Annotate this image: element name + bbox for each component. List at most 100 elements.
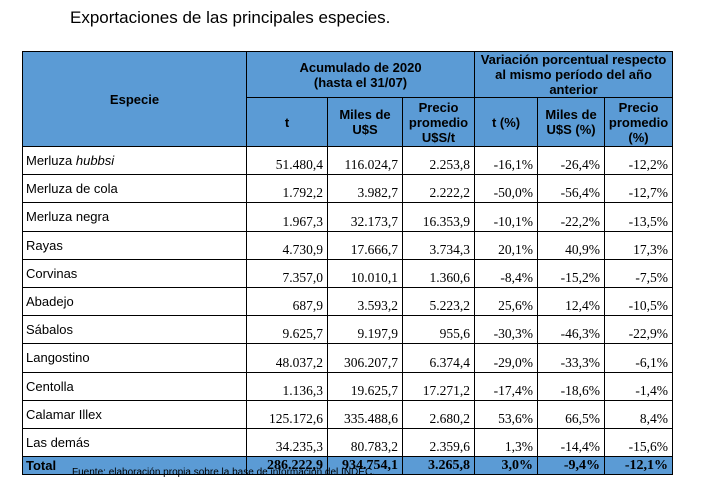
especie-cell: Centolla <box>22 371 247 401</box>
cell-precio: 2.253,8 <box>401 145 476 176</box>
table-row: Rayas 4.730,9 17.666,7 3.734,3 20,1% 40,9% 17,… <box>22 230 674 260</box>
table-row: Abadejo 687,9 3.593,2 5.223,2 25,6% 12,4% -10,… <box>22 286 674 317</box>
page-title: Exportaciones de las principales especie… <box>70 8 391 27</box>
cell-precio: 1.360,6 <box>401 258 476 288</box>
cell-t: 1.136,3 <box>246 371 328 401</box>
especie-label: Corvinas <box>26 265 78 281</box>
cell-precio: 16.353,9 <box>401 202 476 232</box>
cell-precio-pct: -12,7% <box>604 174 674 204</box>
cell-precio-pct: -12,1% <box>604 456 674 476</box>
cell-precio-pct: -1,4% <box>604 371 674 401</box>
especie-cell: Langostino <box>22 343 247 373</box>
cell-t: 48.037,2 <box>246 343 328 373</box>
cell-t: 4.730,9 <box>246 230 328 260</box>
cell-miles-pct: 40,9% <box>537 230 606 260</box>
cell-miles: 3.593,2 <box>327 286 403 317</box>
cell-miles: 17.666,7 <box>327 230 403 260</box>
cell-miles-pct: -15,2% <box>537 258 606 288</box>
cell-precio-pct: 17,3% <box>604 230 674 260</box>
cell-precio-pct: -15,6% <box>604 427 674 458</box>
especie-italic-label: hubbsi <box>75 153 115 169</box>
cell-precio-pct: -10,5% <box>604 286 674 317</box>
especie-label: Centolla <box>26 378 74 394</box>
header-precio: Precio promedio U$S/t <box>401 97 476 147</box>
cell-t: 34.235,3 <box>246 427 328 458</box>
table-row: Las demás 34.235,3 80.783,2 2.359,6 1,3% -14,… <box>22 427 674 458</box>
cell-t-pct: 1,3% <box>474 427 539 458</box>
header-miles-pct: Miles de U$S (%) <box>537 97 606 147</box>
cell-precio-pct: -12,2% <box>604 145 674 176</box>
cell-precio: 6.374,4 <box>401 343 476 373</box>
especie-label: Merluza <box>26 153 76 169</box>
header-acumulado: Acumulado de 2020 (hasta el 31/07) <box>245 51 476 98</box>
source-note: Fuente: elaboración propia sobre la base… <box>72 467 375 478</box>
cell-miles-pct: -22,2% <box>537 202 606 232</box>
table-row: Centolla 1.136,3 19.625,7 17.271,2 -17,4% -18… <box>22 371 674 401</box>
cell-miles: 32.173,7 <box>327 202 403 232</box>
cell-t-pct: -50,0% <box>474 174 539 204</box>
cell-miles: 934.754,1 <box>327 456 403 476</box>
cell-t-pct: 20,1% <box>474 230 539 260</box>
exports-table: Especie Acumulado de 2020 (hasta el 31/0… <box>22 51 674 476</box>
header-variacion: Variación porcentual respecto al mismo p… <box>474 51 674 98</box>
cell-t: 125.172,6 <box>246 399 328 429</box>
cell-t-pct: 53,6% <box>474 399 539 429</box>
header-miles: Miles de U$S <box>327 97 403 147</box>
cell-miles: 335.488,6 <box>327 399 403 429</box>
especie-cell: Total <box>22 456 247 476</box>
cell-t-pct: -10,1% <box>474 202 539 232</box>
cell-miles-pct: -33,3% <box>537 343 606 373</box>
cell-precio-pct: -6,1% <box>604 343 674 373</box>
cell-miles-pct: -26,4% <box>537 145 606 176</box>
cell-miles-pct: -18,6% <box>537 371 606 401</box>
cell-t-pct: -8,4% <box>474 258 539 288</box>
cell-precio: 17.271,2 <box>401 371 476 401</box>
especie-cell: Abadejo <box>22 286 247 317</box>
cell-t-pct: 3,0% <box>474 456 539 476</box>
table-row: Merluza negra 1.967,3 32.173,7 16.353,9 -10,… <box>22 202 674 232</box>
especie-label: Langostino <box>26 350 90 366</box>
header-especie: Especie <box>22 51 247 147</box>
cell-t-pct: -17,4% <box>474 371 539 401</box>
cell-miles: 9.197,9 <box>327 315 403 345</box>
cell-t: 1.967,3 <box>246 202 328 232</box>
cell-miles: 19.625,7 <box>327 371 403 401</box>
table-row: Calamar Illex 125.172,6 335.488,6 2.680,2 53… <box>22 399 674 429</box>
cell-precio-pct: -13,5% <box>604 202 674 232</box>
cell-precio: 3.265,8 <box>401 456 476 476</box>
cell-precio: 5.223,2 <box>401 286 476 317</box>
cell-miles-pct: -56,4% <box>537 174 606 204</box>
cell-t-pct: -29,0% <box>474 343 539 373</box>
cell-t: 687,9 <box>246 286 328 317</box>
especie-cell: Calamar Illex <box>22 399 247 429</box>
cell-miles: 10.010,1 <box>327 258 403 288</box>
table-row: Sábalos 9.625,7 9.197,9 955,6 -30,3% -46,3% -2… <box>22 315 674 345</box>
cell-t: 9.625,7 <box>246 315 328 345</box>
cell-miles: 3.982,7 <box>327 174 403 204</box>
especie-cell: Merluza hubbsi <box>22 145 247 176</box>
table-row: Merluza hubbsi 51.480,4 116.024,7 2.253,8 -1… <box>22 145 674 176</box>
cell-t-pct: -30,3% <box>474 315 539 345</box>
table-row: Langostino 48.037,2 306.207,7 6.374,4 -29,0%… <box>22 343 674 373</box>
header-precio-pct: Precio promedio (%) <box>604 97 674 147</box>
especie-cell: Sábalos <box>22 315 247 345</box>
total-row: Total 286.222,9 934.754,1 3.265,8 3,0% -9,4% -… <box>22 456 674 476</box>
cell-precio: 955,6 <box>401 315 476 345</box>
header-t: t <box>246 97 328 147</box>
cell-miles-pct: 66,5% <box>537 399 606 429</box>
cell-t: 286.222,9 <box>246 456 328 476</box>
especie-cell: Merluza de cola <box>22 174 247 204</box>
especie-label: Calamar Illex <box>26 406 102 422</box>
header-t-pct: t (%) <box>474 97 539 147</box>
cell-precio-pct: -22,9% <box>604 315 674 345</box>
cell-t-pct: 25,6% <box>474 286 539 317</box>
cell-t-pct: -16,1% <box>474 145 539 176</box>
table-header: Especie Acumulado de 2020 (hasta el 31/0… <box>22 51 674 147</box>
especie-label: Sábalos <box>26 322 73 338</box>
especie-cell: Corvinas <box>22 258 247 288</box>
especie-cell: Merluza negra <box>22 202 247 232</box>
especie-label: Rayas <box>26 237 63 253</box>
cell-precio: 2.222,2 <box>401 174 476 204</box>
especie-label: Merluza negra <box>26 209 110 225</box>
table-row: Merluza de cola 1.792,2 3.982,7 2.222,2 -50,… <box>22 174 674 204</box>
